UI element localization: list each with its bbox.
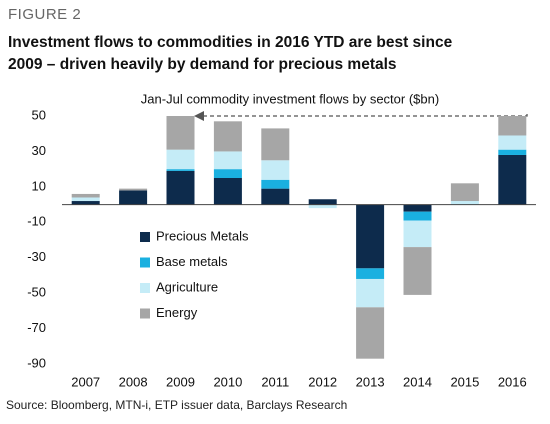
- y-tick-label: 10: [32, 178, 46, 193]
- bar-segment: [261, 128, 290, 161]
- bar-segment: [356, 278, 385, 308]
- bar-segment: [356, 268, 385, 279]
- bar-segment: [261, 179, 290, 189]
- bar-segment: [356, 307, 385, 359]
- x-tick-label: 2016: [498, 374, 527, 389]
- bar-segment: [71, 197, 100, 202]
- y-tick-label: -90: [27, 355, 46, 370]
- x-tick-label: 2008: [119, 374, 148, 389]
- y-tick-label: -10: [27, 214, 46, 229]
- bar-segment: [71, 201, 100, 205]
- bar-segment: [166, 116, 195, 150]
- bar-segment: [498, 154, 527, 205]
- figure-label: FIGURE 2: [8, 6, 82, 23]
- bar-segment: [450, 183, 479, 202]
- bar-segment: [308, 204, 337, 209]
- legend-swatch: [140, 308, 150, 319]
- y-tick-label: 50: [32, 107, 46, 122]
- title-line: Investment flows to commodities in 2016 …: [8, 34, 453, 51]
- bar-segment: [166, 149, 195, 170]
- bar-segment: [71, 193, 100, 198]
- x-tick-label: 2010: [213, 374, 242, 389]
- bar-segment: [119, 188, 148, 191]
- bar-segment: [498, 135, 527, 150]
- bar-segment: [213, 178, 242, 205]
- bar-segment: [403, 211, 432, 221]
- arrow-head: [194, 111, 204, 121]
- legend-swatch: [140, 283, 150, 293]
- x-tick-label: 2007: [71, 374, 100, 389]
- bar-segment: [308, 199, 337, 205]
- title-line: 2009 – driven heavily by demand for prec…: [8, 56, 397, 73]
- source: Source: Bloomberg, MTN-i, ETP issuer dat…: [6, 398, 348, 412]
- x-tick-label: 2014: [403, 374, 432, 389]
- legend-label: Energy: [156, 305, 198, 320]
- y-tick-label: -70: [27, 320, 46, 335]
- bar-segment: [213, 169, 242, 178]
- bar-segment: [213, 121, 242, 152]
- bar-segment: [498, 149, 527, 155]
- plot-area: [60, 106, 540, 372]
- x-tick-label: 2015: [450, 374, 479, 389]
- bar-segment: [403, 247, 432, 295]
- legend-swatch: [140, 232, 150, 242]
- legend-label: Agriculture: [156, 279, 218, 294]
- bar-segment: [498, 116, 527, 136]
- x-tick-label: 2009: [166, 374, 195, 389]
- y-tick-label: 30: [32, 143, 46, 158]
- bar-segment: [356, 204, 385, 269]
- bar-segment: [261, 160, 290, 180]
- bar-segment: [450, 201, 479, 205]
- x-tick-label: 2012: [308, 374, 337, 389]
- x-tick-label: 2011: [261, 374, 289, 389]
- y-tick-label: -30: [27, 249, 46, 264]
- bar-segment: [403, 220, 432, 248]
- y-tick-label: -50: [27, 285, 46, 300]
- legend-label: Base metals: [156, 254, 228, 269]
- bar-segment: [213, 151, 242, 170]
- bar-segment: [119, 190, 148, 205]
- bar-segment: [261, 188, 290, 205]
- x-tick-label: 2013: [356, 374, 385, 389]
- bar-segment: [403, 204, 432, 212]
- annotation: Jan-Jul commodity investment flows by se…: [141, 91, 439, 106]
- arrow-line: [200, 114, 528, 117]
- bar-segment: [166, 169, 195, 171]
- bar-segment: [166, 170, 195, 205]
- legend-swatch: [140, 257, 150, 268]
- legend-label: Precious Metals: [156, 228, 249, 243]
